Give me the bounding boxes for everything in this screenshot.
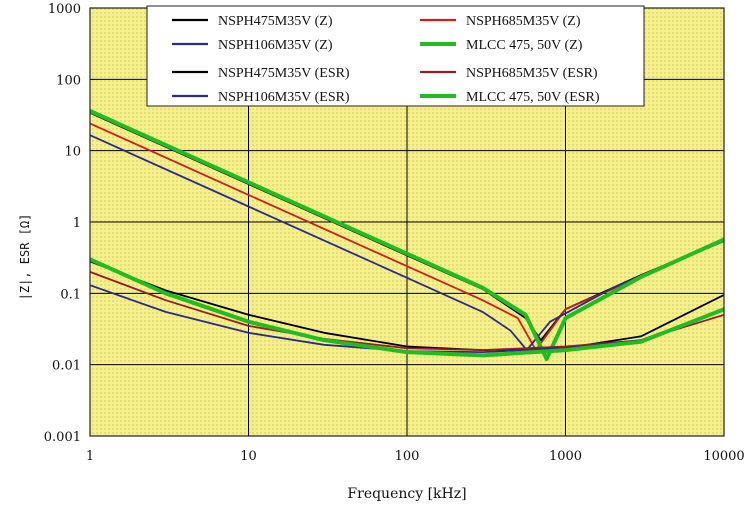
legend-label: NSPH475M35V (Z) bbox=[218, 14, 333, 29]
series-line bbox=[90, 109, 724, 361]
series-layer bbox=[90, 109, 724, 361]
legend-label: MLCC 475, 50V (Z) bbox=[466, 38, 583, 53]
tick-labels: 1 10 100 1000 10000 0.001 0.01 0.1 1 10 100 1000 bbox=[44, 2, 745, 464]
y-tick-label: 10 bbox=[64, 145, 81, 160]
x-axis-label: Frequency [kHz] bbox=[347, 486, 466, 502]
y-tick-label: 0.1 bbox=[60, 287, 81, 302]
legend: NSPH475M35V (Z) NSPH106M35V (Z) NSPH475M35… bbox=[146, 5, 645, 107]
y-axis-title: |Z|, ESR [Ω] bbox=[18, 214, 32, 301]
y-axis-label: |Z|, ESR [Ω] bbox=[18, 214, 32, 301]
y-tick-label: 100 bbox=[56, 73, 81, 88]
series-line bbox=[90, 122, 724, 352]
series-line bbox=[90, 257, 724, 358]
legend-label: NSPH106M35V (ESR) bbox=[218, 90, 350, 105]
legend-label: MLCC 475, 50V (ESR) bbox=[466, 90, 600, 105]
series-line bbox=[90, 260, 724, 352]
y-tick-label: 1 bbox=[73, 216, 81, 231]
legend-label: NSPH685M35V (ESR) bbox=[466, 66, 598, 81]
legend-label: NSPH475M35V (ESR) bbox=[218, 66, 350, 81]
y-tick-label: 0.001 bbox=[44, 430, 81, 445]
x-tick-label: 100 bbox=[395, 449, 420, 464]
x-tick-label: 10 bbox=[240, 449, 257, 464]
legend-box bbox=[146, 5, 645, 107]
x-tick-label: 10000 bbox=[703, 449, 744, 464]
y-tick-label: 0.01 bbox=[52, 359, 81, 374]
x-tick-label: 1000 bbox=[549, 449, 582, 464]
legend-label: NSPH106M35V (Z) bbox=[218, 38, 333, 53]
legend-label: NSPH685M35V (Z) bbox=[466, 14, 581, 29]
x-tick-label: 1 bbox=[86, 449, 94, 464]
y-tick-label: 1000 bbox=[48, 2, 81, 17]
series-line bbox=[90, 134, 724, 352]
